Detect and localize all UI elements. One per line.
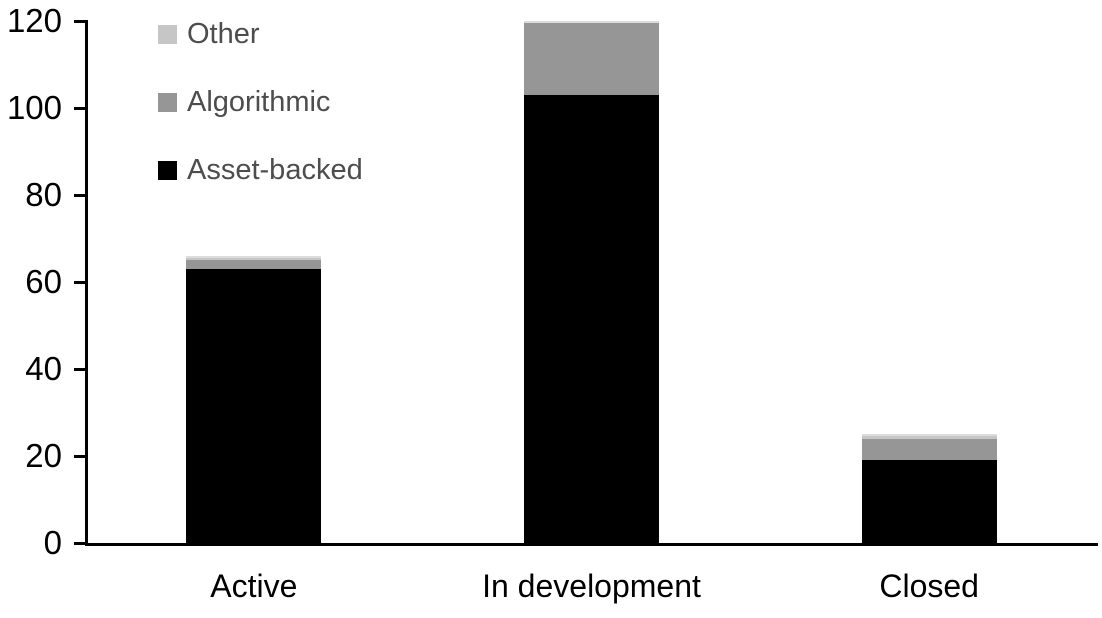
y-tick-label-100: 100 (6, 89, 62, 126)
legend-label-other: Other (187, 17, 260, 50)
y-tick-mark (74, 367, 85, 371)
bar-segment-asset-backed-active (186, 268, 322, 543)
y-tick-mark (74, 19, 85, 23)
legend-label-asset-backed: Asset-backed (187, 153, 363, 186)
legend-swatch-other-icon (158, 24, 177, 44)
legend: Other Algorithmic Asset-backed (158, 17, 363, 224)
bar-segment-algorithmic-closed (861, 438, 997, 461)
y-tick-label-40: 40 (25, 350, 62, 387)
y-tick-mark (74, 454, 85, 458)
bar-segment-asset-backed-closed (861, 460, 997, 543)
x-category-label-active: Active (210, 568, 298, 604)
legend-label-algorithmic: Algorithmic (187, 85, 331, 118)
y-tick-label-20: 20 (25, 437, 62, 474)
y-tick-label-60: 60 (25, 263, 62, 300)
y-tick-label-120: 120 (6, 2, 62, 39)
y-tick-label-80: 80 (25, 176, 62, 213)
y-tick-mark (74, 106, 85, 110)
legend-item-other: Other (158, 17, 363, 50)
y-axis-line (85, 20, 88, 546)
legend-swatch-asset-backed-icon (158, 160, 177, 180)
y-tick-mark (74, 193, 85, 197)
legend-swatch-algorithmic-icon (158, 92, 177, 112)
x-category-label-in-development: In development (482, 568, 701, 604)
y-tick-label-0: 0 (43, 524, 62, 561)
bar-segment-other-closed (861, 434, 997, 439)
x-axis-line (85, 543, 1098, 546)
legend-item-algorithmic: Algorithmic (158, 85, 363, 118)
y-tick-mark (74, 541, 85, 545)
x-category-label-closed: Closed (879, 568, 979, 604)
y-tick-mark (74, 280, 85, 284)
bar-segment-asset-backed-in-development (524, 94, 659, 543)
bar-segment-algorithmic-active (186, 260, 322, 269)
legend-item-asset-backed: Asset-backed (158, 153, 363, 186)
bar-segment-other-active (186, 255, 322, 261)
bar-segment-algorithmic-in-development (524, 21, 659, 95)
